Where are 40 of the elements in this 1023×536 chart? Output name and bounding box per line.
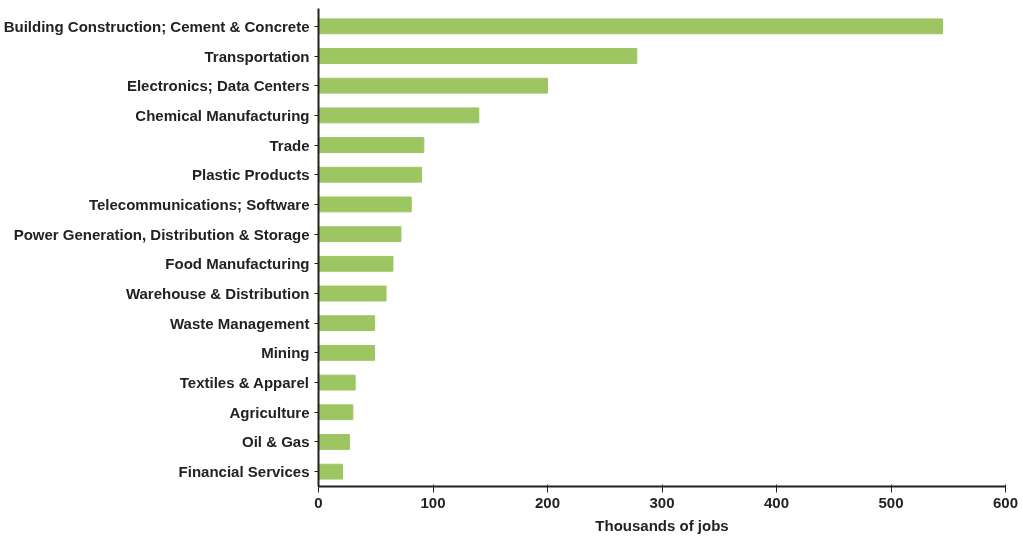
y-tick-label: Textiles & Apparel — [179, 374, 309, 392]
bar — [318, 137, 425, 153]
y-tick-label: Food Manufacturing — [165, 255, 310, 273]
x-tick-label: 400 — [763, 493, 790, 511]
bar — [318, 255, 394, 272]
bar — [318, 344, 376, 361]
y-tick-label: Transportation — [204, 47, 310, 65]
bar — [318, 434, 350, 450]
y-tick-label: Agriculture — [229, 403, 310, 421]
y-tick-label: Telecommunications; Software — [88, 195, 310, 213]
bar — [318, 77, 548, 94]
bar — [318, 315, 376, 332]
x-tick-label: 300 — [649, 493, 675, 511]
x-tick-label: 200 — [534, 493, 561, 511]
bar — [318, 404, 354, 421]
y-tick-label: Plastic Products — [191, 166, 310, 184]
y-tick-label: Warehouse & Distribution — [125, 285, 310, 303]
x-tick-label: 600 — [992, 493, 1019, 511]
bar — [318, 107, 480, 124]
y-tick-label: Electronics; Data Centers — [126, 77, 310, 95]
y-tick-label: Trade — [269, 136, 310, 154]
bar — [318, 18, 944, 35]
x-axis-title: Thousands of jobs — [595, 516, 729, 534]
x-tick-label: 0 — [314, 493, 323, 511]
x-tick-label: 100 — [420, 493, 446, 511]
y-tick-label: Oil & Gas — [241, 433, 310, 451]
bar — [318, 196, 412, 213]
bar — [318, 374, 356, 391]
y-tick-label: Power Generation, Distribution & Storage — [13, 225, 310, 243]
bar — [318, 48, 638, 64]
y-tick-label: Financial Services — [178, 463, 310, 481]
x-tick-label: 500 — [878, 493, 904, 511]
bar — [318, 285, 387, 302]
bar — [318, 463, 344, 480]
bar — [318, 166, 423, 183]
y-tick-label: Chemical Manufacturing — [135, 106, 310, 124]
y-tick-label: Waste Management — [170, 314, 310, 332]
bar — [318, 226, 402, 243]
y-tick-label: Building Construction; Cement & Concrete — [3, 17, 310, 35]
y-tick-label: Mining — [261, 344, 310, 362]
